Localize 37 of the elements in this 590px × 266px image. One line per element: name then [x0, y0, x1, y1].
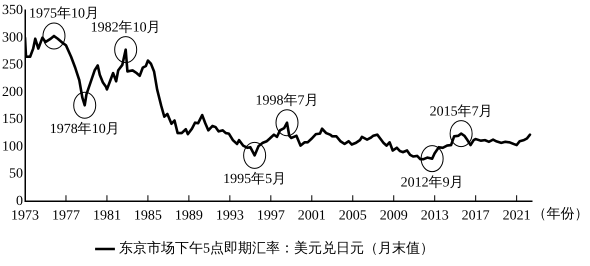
x-tick-label: 2001	[298, 208, 326, 224]
x-tick-label: 1973	[11, 208, 39, 224]
annotation: 1995年5月	[223, 171, 286, 188]
x-tick-label: 2013	[420, 208, 449, 224]
y-tick-label: 250	[2, 58, 23, 73]
x-tick-label: 1989	[174, 208, 203, 224]
x-tick-label: 1981	[92, 208, 121, 224]
x-tick-label: 1985	[134, 208, 162, 224]
x-tick-label: 1993	[216, 208, 244, 224]
point	[420, 145, 444, 172]
y-tick-label: 0	[16, 194, 23, 209]
y-tick-label: 100	[2, 139, 23, 154]
point	[276, 109, 298, 136]
x-tick-label: 2009	[380, 208, 408, 224]
annotation: 1998年7月	[256, 92, 318, 108]
annotation: 1982年10月	[90, 19, 161, 36]
point	[243, 142, 266, 169]
y-tick-label: 200	[2, 84, 23, 100]
point	[73, 92, 96, 119]
y-tick-label: 350	[2, 3, 23, 18]
y-tick-label: 150	[2, 112, 23, 128]
point	[114, 36, 138, 64]
x-tick-label: 2021	[502, 208, 531, 224]
x-tick-label: 1997	[256, 208, 285, 224]
annotation: 1975年10月	[29, 6, 99, 22]
x-tick-label: 2017	[462, 208, 490, 224]
y-tick-label: 300	[2, 30, 23, 46]
annotation: 1978年10月	[50, 120, 120, 137]
x-axis-title: （年份）	[532, 206, 589, 222]
x-tick-label: 1977	[52, 208, 80, 224]
annotation: 2015年7月	[430, 103, 493, 120]
annotation: 2012年9月	[400, 174, 464, 190]
point	[450, 120, 473, 148]
point	[42, 22, 66, 50]
y-tick-label: 50	[9, 166, 23, 182]
legend-label: 东京市场下午5点即期汇率：美元兑日元（月末值）	[119, 240, 434, 257]
x-tick-label: 2005	[338, 208, 367, 224]
